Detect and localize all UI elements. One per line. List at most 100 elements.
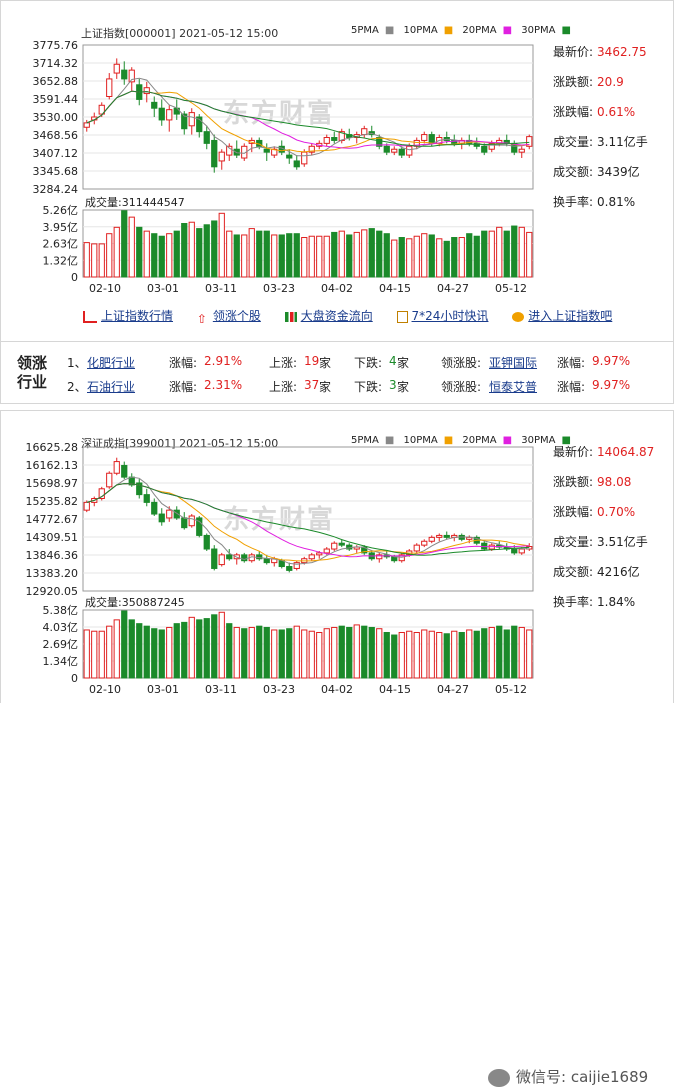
industry-link-1[interactable]: 化肥行业 bbox=[87, 356, 136, 370]
volume-bar bbox=[421, 233, 428, 278]
sz-index-panel: 深证成指[399001] 2021-05-12 15:00 5PMA ■ 10PM… bbox=[0, 410, 674, 1087]
volume-bar bbox=[166, 233, 173, 278]
link-sh-quote[interactable]: 上证指数行情 bbox=[83, 309, 173, 323]
candle-body bbox=[263, 558, 270, 564]
link-news-24h[interactable]: 7*24小时快讯 bbox=[396, 309, 488, 323]
ma20-line bbox=[86, 483, 530, 558]
volume-bar bbox=[398, 631, 405, 679]
sh-watermark: 东方财富 bbox=[223, 99, 336, 129]
volume-bar bbox=[301, 629, 308, 679]
candle-body bbox=[301, 151, 308, 165]
candle-body bbox=[428, 536, 435, 542]
candle-body bbox=[361, 128, 368, 136]
candle-body bbox=[121, 464, 128, 478]
price-tick-label: 13383.20 bbox=[26, 567, 79, 580]
volume-bar bbox=[151, 233, 158, 278]
candle-body bbox=[376, 137, 383, 147]
ma10-label: 10PMA bbox=[403, 25, 438, 36]
price-tick-label: 3407.12 bbox=[33, 147, 79, 160]
candle-body bbox=[113, 63, 120, 74]
candle-body bbox=[98, 104, 105, 115]
candle-body bbox=[98, 488, 105, 500]
sz-watermark: 东方财富 bbox=[223, 505, 336, 535]
volume-tick-label: 0 bbox=[71, 672, 78, 685]
link-sh-forum[interactable]: 进入上证指数吧 bbox=[512, 309, 612, 323]
sh-kline-chart[interactable]: 3775.76 3714.32 3652.88 3591.44 3530.00 3468.… bbox=[1, 1, 673, 301]
candle-body bbox=[173, 107, 180, 115]
candle-body bbox=[398, 554, 405, 562]
x-tick-label: 04-15 bbox=[379, 683, 411, 696]
volume-bar bbox=[331, 231, 338, 278]
price-tick-label: 3652.88 bbox=[33, 75, 79, 88]
sz-turnover: 成交额: 4216亿 bbox=[553, 565, 640, 579]
sh-volume: 成交量: 3.11亿手 bbox=[553, 135, 648, 149]
volume-bar bbox=[83, 629, 90, 679]
candle-body bbox=[398, 148, 405, 156]
link-leading-stocks[interactable]: ⇧ 领涨个股 bbox=[196, 309, 261, 326]
volume-bar bbox=[286, 233, 293, 278]
volume-tick-label: 2.63亿 bbox=[43, 238, 79, 251]
sz-kline-chart[interactable]: 16625.28 16162.13 15698.97 15235.82 14772.67… bbox=[1, 411, 673, 703]
volume-bar bbox=[526, 629, 533, 679]
price-tick-label: 14309.51 bbox=[26, 531, 79, 544]
candle-body bbox=[166, 509, 173, 519]
candle-body bbox=[451, 139, 458, 144]
ma30-line bbox=[86, 90, 530, 147]
ma5-label: 5PMA bbox=[351, 25, 379, 36]
volume-bar bbox=[203, 224, 210, 278]
volume-bar bbox=[181, 621, 188, 679]
volume-bar bbox=[428, 630, 435, 679]
candle-body bbox=[196, 116, 203, 133]
lead-stock-link-1[interactable]: 亚钾国际 bbox=[489, 356, 538, 370]
link-capital-flow[interactable]: 大盘资金流向 bbox=[284, 309, 373, 323]
volume-bar bbox=[91, 630, 98, 679]
candle-body bbox=[316, 552, 323, 556]
volume-bar bbox=[196, 619, 203, 679]
candle-body bbox=[203, 131, 210, 144]
candle-body bbox=[181, 113, 188, 130]
sh-turnover: 成交额: 3439亿 bbox=[553, 165, 640, 179]
volume-bar bbox=[128, 619, 135, 679]
candle-body bbox=[106, 472, 113, 488]
volume-bar bbox=[368, 626, 375, 679]
sz-change-pct: 涨跌幅: 0.70% bbox=[553, 505, 636, 519]
candle-body bbox=[331, 137, 338, 141]
volume-bar bbox=[106, 625, 113, 679]
volume-bar bbox=[211, 220, 218, 278]
ma30-label: 30PMA bbox=[521, 25, 556, 36]
volume-bar bbox=[481, 628, 488, 679]
candle-body bbox=[166, 109, 173, 121]
volume-tick-label: 4.03亿 bbox=[43, 621, 79, 634]
candle-body bbox=[83, 122, 90, 128]
volume-bar bbox=[488, 230, 495, 278]
x-tick-label: 03-23 bbox=[263, 683, 295, 696]
volume-tick-label: 2.69亿 bbox=[43, 638, 79, 651]
x-tick-label: 02-10 bbox=[89, 683, 121, 696]
candle-body bbox=[263, 148, 270, 153]
x-tick-label: 04-02 bbox=[321, 683, 353, 696]
candle-body bbox=[181, 517, 188, 529]
volume-bar bbox=[391, 239, 398, 278]
lead-stock-link-2[interactable]: 恒泰艾普 bbox=[489, 380, 538, 394]
industry-link-2[interactable]: 石油行业 bbox=[87, 380, 136, 394]
price-tick-label: 15235.82 bbox=[26, 495, 79, 508]
candle-body bbox=[376, 554, 383, 560]
sz-latest-price: 最新价: 14064.87 bbox=[553, 445, 655, 459]
volume-bar bbox=[511, 225, 518, 278]
price-tick-label: 16625.28 bbox=[26, 441, 79, 454]
wechat-watermark: 微信号: caijie1689 bbox=[488, 1066, 648, 1087]
candle-body bbox=[218, 151, 225, 162]
volume-bar bbox=[203, 618, 210, 679]
volume-bar bbox=[188, 616, 195, 679]
volume-bar bbox=[368, 228, 375, 278]
volume-bar bbox=[443, 240, 450, 278]
volume-bar bbox=[496, 226, 503, 278]
volume-bar bbox=[413, 235, 420, 278]
volume-bar bbox=[383, 233, 390, 278]
candle-body bbox=[256, 554, 263, 560]
volume-bar bbox=[308, 235, 315, 278]
ma20-label: 20PMA bbox=[462, 25, 497, 36]
x-tick-label: 03-11 bbox=[205, 683, 237, 696]
volume-bar bbox=[466, 233, 473, 278]
volume-bar bbox=[278, 234, 285, 278]
